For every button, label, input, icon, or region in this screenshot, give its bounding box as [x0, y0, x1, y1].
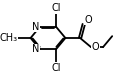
Text: Cl: Cl: [51, 3, 61, 13]
Text: N: N: [32, 22, 39, 32]
Text: CH₃: CH₃: [0, 33, 17, 43]
Text: O: O: [92, 42, 99, 52]
Text: Cl: Cl: [51, 63, 61, 73]
Text: N: N: [32, 44, 39, 54]
Text: O: O: [84, 15, 92, 25]
